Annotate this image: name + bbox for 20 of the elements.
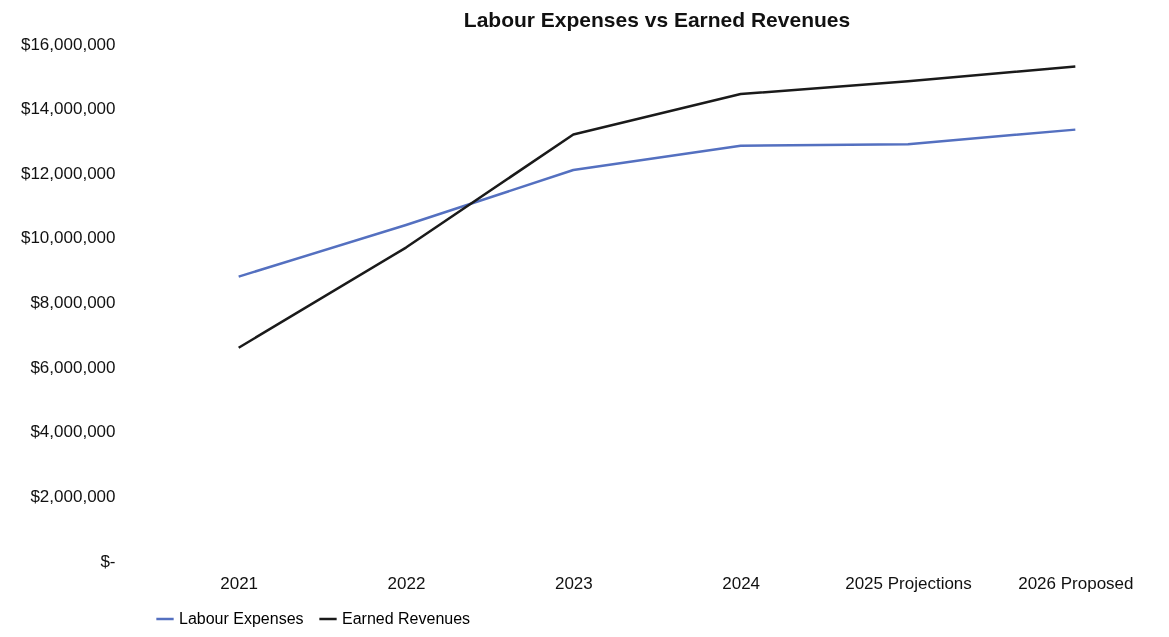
y-tick-label: $12,000,000 (20, 163, 116, 183)
chart-title: Labour Expenses vs Earned Revenues (463, 8, 851, 31)
line-series (237, 65, 1077, 349)
x-tick-label: 2023 (554, 573, 593, 593)
y-tick-label: $8,000,000 (30, 293, 116, 312)
x-tick-label: 2022 (387, 573, 426, 593)
legend-label: Labour Expenses (179, 610, 304, 627)
y-tick-label: $6,000,000 (30, 357, 116, 377)
x-tick-label: 2021 (220, 573, 259, 593)
y-tick-label: $16,000,000 (20, 34, 116, 54)
y-tick-label: $14,000,000 (20, 99, 116, 119)
x-tick-label: 2026 Proposed (1018, 573, 1134, 593)
y-tick-label: $4,000,000 (30, 422, 116, 442)
x-tick-label: 2025 Projections (845, 573, 972, 593)
y-tick-label: $2,000,000 (30, 486, 116, 506)
legend-label: Earned Revenues (342, 610, 471, 627)
y-tick-label: $10,000,000 (20, 228, 116, 248)
y-tick-label: $- (100, 551, 116, 571)
line-series (237, 128, 1077, 278)
x-tick-label: 2024 (722, 573, 761, 593)
